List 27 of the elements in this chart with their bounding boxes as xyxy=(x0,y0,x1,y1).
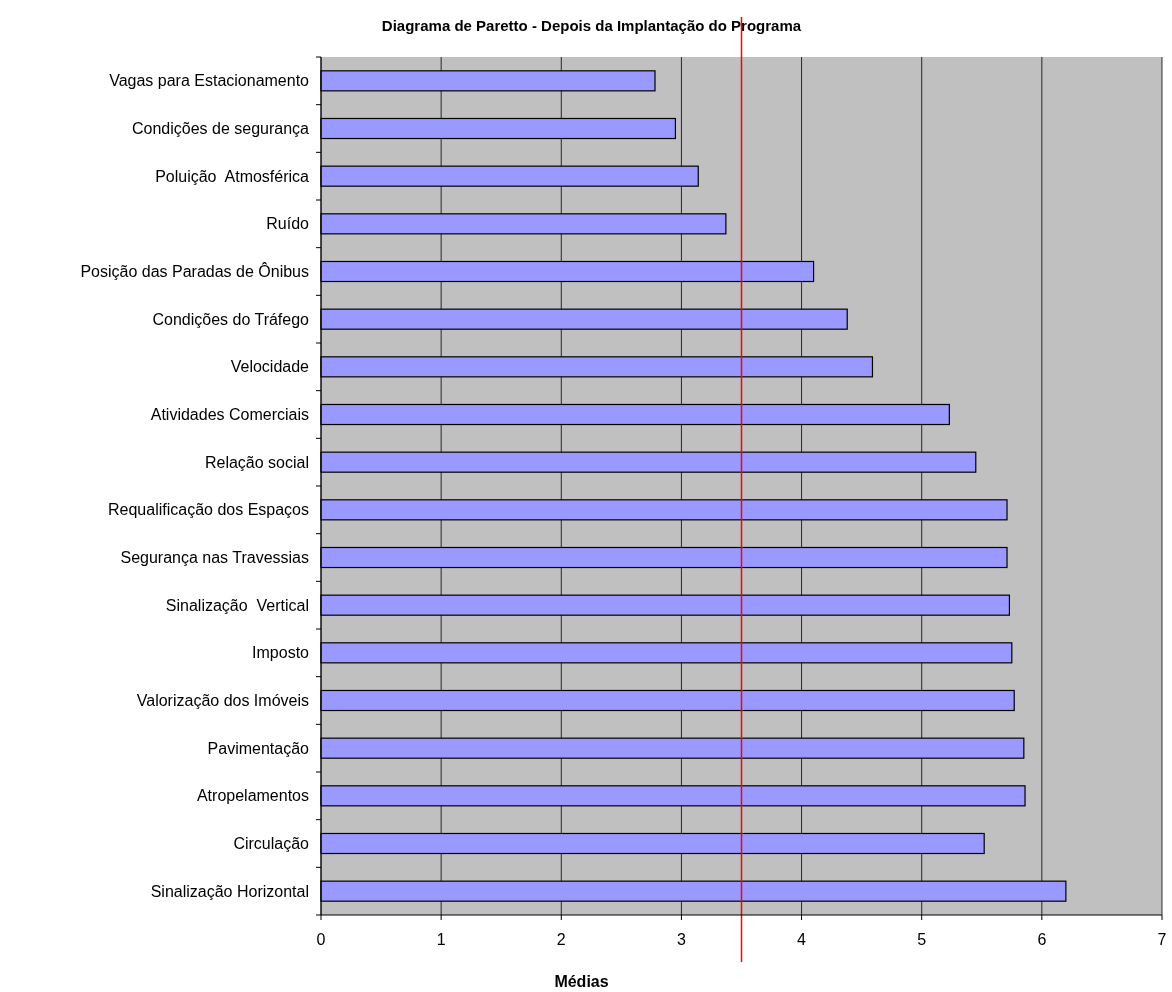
y-tick-label: Relação social xyxy=(204,453,309,471)
y-tick-label: Atividades Comerciais xyxy=(150,406,309,424)
x-tick-label: 1 xyxy=(436,931,446,948)
y-tick-label: Condições do Tráfego xyxy=(152,310,310,328)
x-tick-label: 3 xyxy=(676,931,686,948)
y-tick-label: Segurança nas Travessias xyxy=(120,549,309,567)
y-tick-label: Velocidade xyxy=(230,358,310,376)
y-tick-label: Valorização dos Imóveis xyxy=(136,692,309,710)
y-tick-label: Pavimentação xyxy=(207,739,310,757)
y-tick-label: Sinalização Horizontal xyxy=(150,882,309,900)
y-tick-label: Circulação xyxy=(233,835,310,853)
y-tick-label: Imposto xyxy=(252,644,310,662)
x-tick-label: 0 xyxy=(316,931,326,948)
y-tick-label: Ruído xyxy=(266,215,310,233)
y-tick-label: Atropelamentos xyxy=(196,787,309,805)
x-tick-label: 5 xyxy=(917,931,927,948)
y-tick-label: Vagas para Estacionamento xyxy=(109,72,310,90)
y-tick-label: Poluição Atmosférica xyxy=(155,167,310,185)
y-tick-label: Condições de segurança xyxy=(131,120,310,138)
x-tick-label: 6 xyxy=(1037,931,1047,948)
x-tick-label: 4 xyxy=(797,931,807,948)
y-tick-label: Requalificação dos Espaços xyxy=(107,501,309,519)
x-axis-title: Médias xyxy=(554,973,609,990)
x-tick-label: 2 xyxy=(556,931,566,948)
y-tick-label: Sinalização Vertical xyxy=(165,596,309,614)
x-tick-label: 7 xyxy=(1157,931,1167,948)
y-tick-label: Posição das Paradas de Ônibus xyxy=(80,262,309,281)
